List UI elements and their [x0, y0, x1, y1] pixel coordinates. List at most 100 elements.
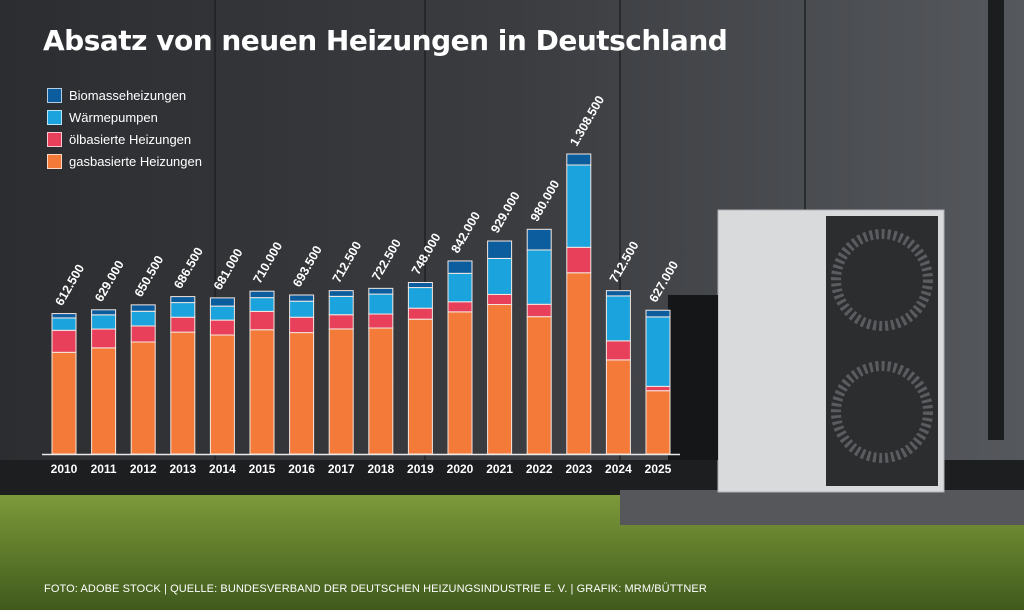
bar-segment-oil	[328, 314, 354, 330]
bar-segment-gas	[130, 341, 156, 455]
total-data-label: 929.000	[488, 189, 523, 235]
x-tick-label: 2020	[447, 462, 474, 476]
total-data-label: 612.500	[52, 262, 87, 308]
bar-segment-oil	[566, 246, 592, 274]
x-tick-label: 2013	[169, 462, 196, 476]
legend-item-biomass: Biomasseheizungen	[47, 84, 202, 106]
bar-segment-heat-pump	[566, 164, 592, 248]
bar-segment-heat-pump	[209, 305, 235, 321]
x-tick-label: 2011	[91, 462, 117, 476]
legend-swatch	[47, 87, 62, 103]
bar-segment-heat-pump	[289, 300, 315, 318]
bar-segment-biomass	[51, 313, 77, 319]
bar-segment-gas	[249, 329, 275, 455]
total-data-label: 681.000	[211, 246, 246, 292]
bar-segment-gas	[328, 328, 354, 455]
total-data-label: 722.500	[369, 237, 404, 283]
heat-pump	[668, 209, 945, 493]
bar-segment-oil	[487, 293, 513, 306]
x-tick-label: 2016	[288, 462, 315, 476]
source-credit: FOTO: ADOBE STOCK | QUELLE: BUNDESVERBAN…	[44, 583, 707, 595]
bar-segment-biomass	[645, 309, 671, 318]
x-tick-label: 2017	[328, 462, 355, 476]
total-data-label: 712.500	[607, 239, 642, 285]
bar-segment-oil	[645, 385, 671, 392]
bar-segment-gas	[487, 304, 513, 455]
x-tick-label: 2024	[605, 462, 632, 476]
total-data-label: 842.000	[448, 209, 483, 255]
legend: Biomasseheizungen Wärmepumpen ölbasierte…	[47, 84, 202, 172]
bar-segment-biomass	[526, 228, 552, 251]
bar-segment-heat-pump	[645, 316, 671, 387]
legend-label: ölbasierte Heizungen	[69, 131, 192, 147]
gravel	[620, 490, 1024, 525]
x-tick-label: 2022	[526, 462, 553, 476]
total-data-label: 748.000	[409, 231, 444, 277]
bar-segment-heat-pump	[605, 295, 631, 342]
bar-segment-oil	[91, 328, 117, 349]
bar-segment-biomass	[328, 290, 354, 297]
bar-segment-heat-pump	[249, 297, 275, 312]
legend-swatch	[47, 131, 62, 147]
bar-segment-oil	[170, 316, 196, 333]
bar-segment-gas	[368, 327, 394, 455]
x-tick-label: 2025	[645, 462, 672, 476]
bar-segment-biomass	[447, 260, 473, 274]
bar-segment-heat-pump	[447, 272, 473, 303]
total-data-label: 650.500	[132, 253, 167, 299]
drain-pipe	[988, 0, 1004, 440]
bar-segment-heat-pump	[51, 317, 77, 331]
total-data-label: 980.000	[528, 178, 563, 224]
bar-segment-gas	[170, 331, 196, 455]
bar-segment-heat-pump	[526, 249, 552, 305]
bar-segment-gas	[51, 351, 77, 455]
bar-segment-oil	[51, 329, 77, 353]
total-data-label: 629.000	[92, 258, 127, 304]
x-tick-label: 2019	[407, 462, 434, 476]
chart-title: Absatz von neuen Heizungen in Deutschlan…	[43, 24, 728, 57]
bar-segment-biomass	[605, 290, 631, 297]
bar-segment-oil	[209, 319, 235, 336]
bar-segment-biomass	[368, 287, 394, 295]
total-data-label: 710.000	[250, 240, 285, 286]
bar-segment-gas	[645, 390, 671, 455]
x-tick-label: 2018	[367, 462, 394, 476]
bar-segment-heat-pump	[368, 293, 394, 315]
bar-segment-oil	[289, 316, 315, 334]
bar-segment-biomass	[130, 304, 156, 312]
bar-segment-oil	[407, 307, 433, 320]
bar-segment-heat-pump	[130, 310, 156, 327]
bar-segment-gas	[526, 316, 552, 455]
bar-segment-biomass	[289, 294, 315, 302]
bar-segment-oil	[130, 325, 156, 343]
x-tick-label: 2012	[130, 462, 157, 476]
x-tick-label: 2015	[249, 462, 276, 476]
bar-segment-heat-pump	[170, 302, 196, 318]
total-data-label: 693.500	[290, 243, 325, 289]
legend-label: gasbasierte Heizungen	[69, 153, 202, 169]
x-tick-label: 2014	[209, 462, 236, 476]
bar-segment-biomass	[487, 240, 513, 259]
bar-segment-biomass	[170, 296, 196, 304]
bar-segment-oil	[447, 301, 473, 313]
x-tick-label: 2023	[565, 462, 592, 476]
bar-segment-heat-pump	[487, 257, 513, 295]
bar-segment-oil	[526, 303, 552, 318]
bar-segment-gas	[407, 318, 433, 455]
legend-item-gas: gasbasierte Heizungen	[47, 150, 202, 172]
legend-swatch	[47, 109, 62, 125]
bar-segment-heat-pump	[328, 295, 354, 316]
bar-segment-oil	[605, 340, 631, 361]
bar-segment-gas	[289, 332, 315, 455]
x-tick-label: 2010	[51, 462, 78, 476]
total-data-label: 627.000	[646, 259, 681, 305]
bar-segment-gas	[605, 359, 631, 455]
total-data-label: 686.500	[171, 245, 206, 291]
total-data-label: 1.308.500	[567, 93, 607, 148]
legend-item-oil: ölbasierte Heizungen	[47, 128, 202, 150]
legend-label: Biomasseheizungen	[69, 87, 187, 103]
bar-segment-oil	[368, 313, 394, 329]
bar-segment-oil	[249, 310, 275, 331]
